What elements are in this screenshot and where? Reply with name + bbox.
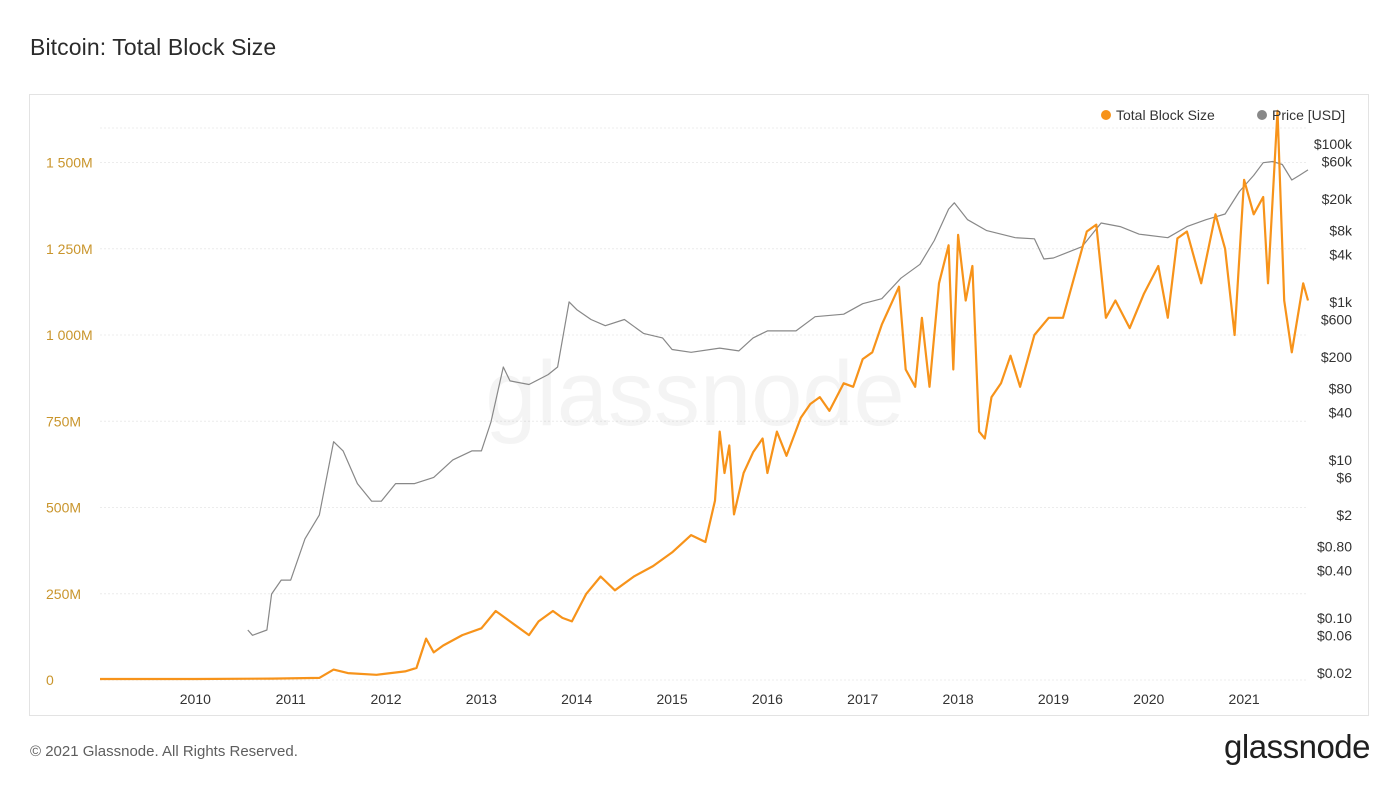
x-tick-label: 2017 xyxy=(847,691,878,707)
legend-total-block-size-label: Total Block Size xyxy=(1116,107,1215,123)
legend-price-usd-label: Price [USD] xyxy=(1272,107,1345,123)
y-left-tick-label: 1 500M xyxy=(46,155,93,171)
y-left-tick-label: 750M xyxy=(46,413,81,429)
y-right-tick-label: $80 xyxy=(1329,381,1353,397)
y-right-tick-label: $0.80 xyxy=(1317,538,1352,554)
x-tick-label: 2019 xyxy=(1038,691,1069,707)
y-right-tick-label: $600 xyxy=(1321,311,1352,327)
y-left-tick-label: 250M xyxy=(46,586,81,602)
y-right-tick-label: $2 xyxy=(1336,507,1352,523)
y-left-tick-label: 1 000M xyxy=(46,327,93,343)
x-tick-label: 2010 xyxy=(180,691,211,707)
y-right-tick-label: $4k xyxy=(1329,246,1353,262)
y-right-tick-label: $200 xyxy=(1321,349,1352,365)
y-right-tick-label: $20k xyxy=(1322,191,1353,207)
y-right-tick-label: $60k xyxy=(1322,154,1353,170)
y-right-tick-label: $8k xyxy=(1329,223,1353,239)
x-tick-label: 2011 xyxy=(276,691,306,707)
y-right-tick-label: $1k xyxy=(1329,294,1353,310)
y-right-tick-label: $100k xyxy=(1314,136,1353,152)
y-left-tick-label: 0 xyxy=(46,672,54,688)
x-tick-label: 2014 xyxy=(561,691,592,707)
total-block-size-line xyxy=(100,109,1310,681)
copyright-footer: © 2021 Glassnode. All Rights Reserved. xyxy=(30,743,298,760)
legend-price-usd-marker xyxy=(1257,110,1267,120)
x-tick-label: 2016 xyxy=(752,691,783,707)
y-right-tick-label: $0.10 xyxy=(1317,610,1352,626)
block-size-chart: glassnode 0 250M 500M 750M 1 000M 1 250M 1 500… xyxy=(46,107,1353,707)
price-usd-line xyxy=(247,160,1309,636)
legend: Total Block Size Price [USD] xyxy=(1101,107,1345,123)
y-right-tick-label: $10 xyxy=(1329,452,1353,468)
y-right-tick-label: $0.40 xyxy=(1317,562,1352,578)
x-tick-label: 2012 xyxy=(370,691,401,707)
x-tick-label: 2018 xyxy=(943,691,974,707)
y-left-tick-label: 500M xyxy=(46,500,81,516)
y-right-tick-label: $0.06 xyxy=(1317,627,1352,643)
x-tick-label: 2013 xyxy=(466,691,497,707)
y-right-tick-label: $40 xyxy=(1329,404,1353,420)
legend-total-block-size-marker xyxy=(1101,110,1111,120)
x-tick-label: 2021 xyxy=(1229,691,1260,707)
x-tick-label: 2020 xyxy=(1133,691,1164,707)
y-right-tick-label: $6 xyxy=(1336,469,1352,485)
chart-frame xyxy=(29,94,1369,716)
y-left-tick-label: 1 250M xyxy=(46,241,93,257)
brand-logo: glassnode xyxy=(1224,728,1370,765)
y-right-tick-label: $0.02 xyxy=(1317,665,1352,681)
chart-title: Bitcoin: Total Block Size xyxy=(30,34,277,60)
watermark: glassnode xyxy=(485,343,904,445)
x-tick-label: 2015 xyxy=(656,691,687,707)
